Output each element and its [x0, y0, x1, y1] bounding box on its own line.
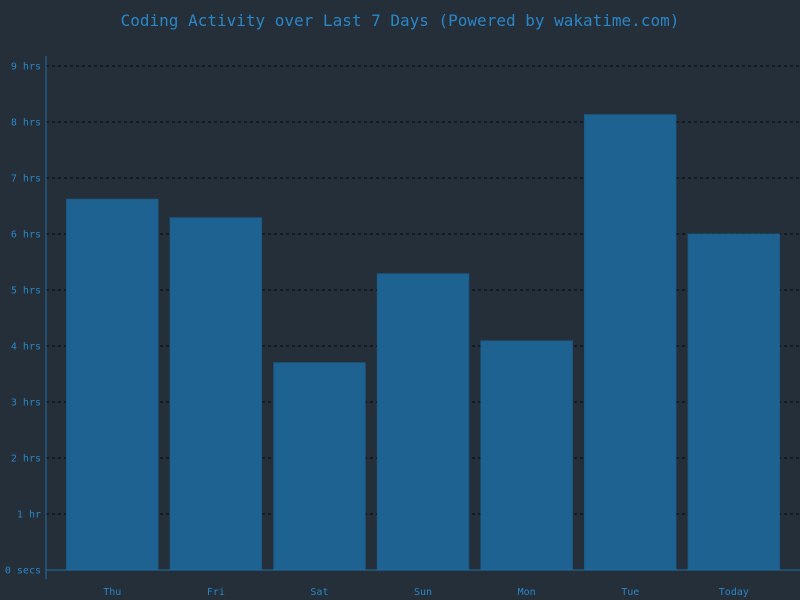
bar-thu	[66, 198, 159, 571]
y-tick-label: 1 hr	[17, 510, 41, 521]
x-tick-label: Tue	[621, 587, 639, 598]
y-tick-label: 5 hrs	[11, 286, 41, 297]
bar-today	[687, 233, 781, 571]
y-tick-label: 4 hrs	[11, 342, 41, 353]
x-tick-label: Today	[719, 587, 749, 598]
chart-title: Coding Activity over Last 7 Days (Powere…	[121, 11, 680, 30]
y-tick-label: 2 hrs	[11, 454, 41, 465]
y-tick-label: 6 hrs	[11, 230, 41, 241]
x-tick-label: Fri	[207, 587, 225, 598]
y-axis-tick-labels: 0 secs 1 hr 2 hrs 3 hrs 4 hrs 5 hrs 6 hrs 7 hrs…	[5, 62, 41, 577]
bar-sat	[273, 362, 366, 571]
y-tick-label: 3 hrs	[11, 398, 41, 409]
y-tick-label: 0 secs	[5, 566, 41, 577]
y-tick-label: 7 hrs	[11, 174, 41, 185]
bars	[66, 114, 781, 571]
x-tick-label: Thu	[103, 587, 121, 598]
x-axis-tick-labels: Thu Fri Sat Sun Mon Tue Today	[103, 587, 749, 598]
bar-sun	[376, 273, 470, 571]
y-tick-label: 9 hrs	[11, 62, 41, 73]
x-tick-label: Sun	[414, 587, 432, 598]
bar-fri	[169, 217, 263, 571]
x-tick-label: Sat	[310, 587, 328, 598]
x-tick-label: Mon	[518, 587, 536, 598]
bar-tue	[584, 114, 677, 571]
y-tick-label: 8 hrs	[11, 118, 41, 129]
bar-mon	[480, 340, 573, 571]
